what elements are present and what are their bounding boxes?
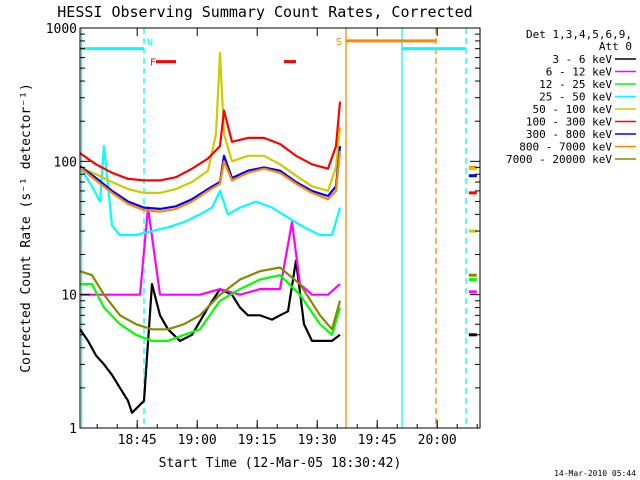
y-tick-label-0: 1: [69, 422, 77, 437]
legend-label-5: 100 - 300 keV: [526, 116, 612, 129]
legend-label-3: 25 - 50 keV: [539, 91, 612, 104]
series-line-2: [80, 274, 342, 342]
status-bar-label-0: N: [147, 38, 153, 49]
y-axis-label: Corrected Count Rate (s⁻¹ detector⁻¹): [19, 83, 34, 373]
y-tick-label-1: 10: [61, 289, 77, 304]
axes: 18:45 19:00 19:15 19:30 19:45 20:00 1 10 100 1000: [46, 22, 480, 448]
x-tick-label-5: 20:00: [418, 433, 457, 448]
legend-label-8: 7000 - 20000 keV: [506, 153, 612, 166]
x-tick-label-0: 18:45: [118, 433, 157, 448]
x-tick-label-4: 19:45: [358, 433, 397, 448]
x-tick-label-2: 19:15: [238, 433, 277, 448]
y-tick-label-2: 100: [54, 155, 77, 170]
series-line-7: [79, 150, 342, 213]
series-line-4: [79, 51, 342, 194]
status-bar-label-3: S: [336, 37, 342, 48]
legend-label-0: 3 - 6 keV: [552, 53, 612, 66]
series-lines: [79, 51, 342, 414]
legend-header-0: Det 1,3,4,5,6,9,: [526, 28, 632, 41]
legend-header-1: Att 0: [599, 40, 632, 53]
plot-frame: [79, 27, 481, 429]
y-tick-label-3: 1000: [46, 22, 77, 37]
series-line-5: [79, 101, 342, 182]
chart-title: HESSI Observing Summary Count Rates, Cor…: [57, 3, 472, 21]
series-line-8: [79, 266, 342, 331]
legend-label-7: 800 - 7000 keV: [519, 141, 612, 154]
x-axis-label: Start Time (12-Mar-05 18:30:42): [159, 456, 402, 471]
status-bars: NF S: [80, 37, 466, 69]
status-bar-label-1: F: [150, 58, 156, 69]
generation-timestamp: 14-Mar-2010 05:44: [554, 469, 636, 478]
x-tick-label-3: 19:30: [298, 433, 337, 448]
legend-label-4: 50 - 100 keV: [533, 103, 613, 116]
series-line-3: [79, 145, 342, 237]
series-line-1: [80, 206, 341, 296]
x-tick-label-1: 19:00: [178, 433, 217, 448]
marker-lines: [80, 28, 467, 428]
legend-label-6: 300 - 800 keV: [526, 128, 612, 141]
legend-label-1: 6 - 12 keV: [546, 66, 613, 79]
legend-label-2: 12 - 25 keV: [539, 78, 612, 91]
